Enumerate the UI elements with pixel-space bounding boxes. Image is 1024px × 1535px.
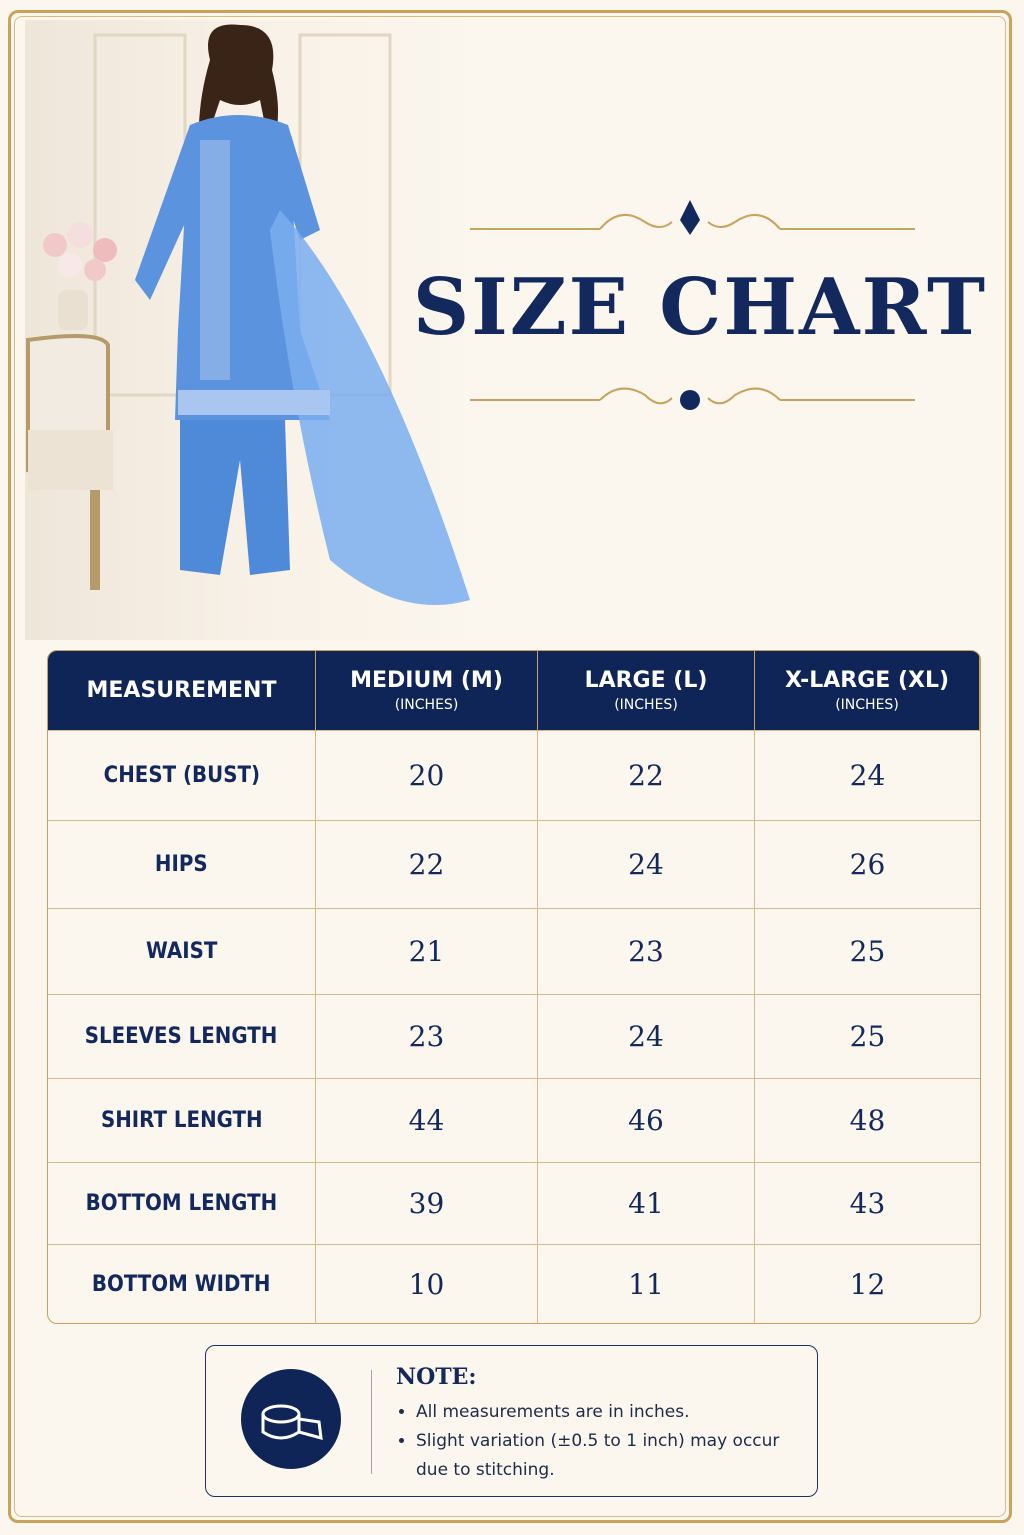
row-label-cell: SHIRT LENGTH xyxy=(48,1079,316,1163)
size-table: MEASUREMENT MEDIUM (M) (INCHES) LARGE (L) (I… xyxy=(47,650,981,1324)
value: 39 xyxy=(408,1187,445,1220)
header-cell: MEDIUM (M) (INCHES) xyxy=(316,651,538,731)
note-item: All measurements are in inches. xyxy=(416,1398,816,1427)
value: 23 xyxy=(408,1020,445,1053)
value-cell: 25 xyxy=(755,909,980,995)
column-label: MEDIUM (M) xyxy=(350,668,503,693)
value-cell: 41 xyxy=(538,1163,755,1245)
value-cell: 23 xyxy=(316,995,538,1079)
value: 43 xyxy=(849,1187,886,1220)
value: 24 xyxy=(628,848,664,881)
row-label: WAIST xyxy=(145,939,218,964)
column-unit: (INCHES) xyxy=(394,697,459,713)
value: 48 xyxy=(849,1104,886,1137)
value-cell: 10 xyxy=(316,1245,538,1323)
value: 21 xyxy=(408,935,445,968)
value: 24 xyxy=(849,759,886,792)
value: 25 xyxy=(849,1020,886,1053)
column-label: MEASUREMENT xyxy=(86,678,277,703)
column-label: LARGE (L) xyxy=(584,668,708,693)
value: 25 xyxy=(849,935,886,968)
frame xyxy=(8,10,1012,1523)
frame-inner xyxy=(14,16,1006,1517)
ornament-bottom xyxy=(470,387,915,410)
value-cell: 20 xyxy=(316,731,538,821)
row-label: BOTTOM WIDTH xyxy=(92,1271,271,1297)
value-cell: 39 xyxy=(316,1163,538,1245)
note-title: NOTE: xyxy=(396,1364,477,1390)
value: 46 xyxy=(628,1104,664,1137)
row-label-cell: BOTTOM WIDTH xyxy=(48,1245,316,1323)
title: SIZE CHART xyxy=(412,262,988,353)
value-cell: 44 xyxy=(316,1079,538,1163)
value: 12 xyxy=(849,1267,886,1301)
value: 10 xyxy=(408,1267,445,1301)
row-label: SHIRT LENGTH xyxy=(100,1108,263,1133)
ornament-top xyxy=(470,200,915,235)
value: 23 xyxy=(628,935,664,968)
row-label-cell: WAIST xyxy=(48,909,316,995)
column-label: X-LARGE (XL) xyxy=(784,668,950,693)
model xyxy=(135,24,470,605)
value-cell: 46 xyxy=(538,1079,755,1163)
column-unit: (INCHES) xyxy=(614,697,678,713)
hero-art xyxy=(25,20,915,640)
value-cell: 23 xyxy=(538,909,755,995)
row-label-cell: CHEST (BUST) xyxy=(48,731,316,821)
row-label: SLEEVES LENGTH xyxy=(85,1024,278,1049)
value: 41 xyxy=(628,1187,664,1220)
value-cell: 21 xyxy=(316,909,538,995)
value: 44 xyxy=(408,1104,445,1137)
row-label-cell: SLEEVES LENGTH xyxy=(48,995,316,1079)
note-list: All measurements are in inches.Slight va… xyxy=(394,1398,816,1485)
value: 20 xyxy=(408,759,445,792)
value: 22 xyxy=(628,759,664,792)
value-cell: 22 xyxy=(316,821,538,909)
value: 11 xyxy=(628,1267,664,1301)
flowers xyxy=(43,222,117,330)
value-cell: 11 xyxy=(538,1245,755,1323)
column-unit: (INCHES) xyxy=(835,697,899,713)
value-cell: 12 xyxy=(755,1245,980,1323)
header-cell: LARGE (L) (INCHES) xyxy=(538,651,755,731)
value: 22 xyxy=(408,848,445,881)
chair xyxy=(26,334,113,590)
value: 24 xyxy=(628,1020,664,1053)
value-cell: 24 xyxy=(755,731,980,821)
value-cell: 22 xyxy=(538,731,755,821)
row-label-cell: BOTTOM LENGTH xyxy=(48,1163,316,1245)
row-label: BOTTOM LENGTH xyxy=(85,1191,278,1216)
value-cell: 25 xyxy=(755,995,980,1079)
header-cell: MEASUREMENT xyxy=(48,651,316,731)
tape-icon xyxy=(241,1369,341,1469)
value-cell: 24 xyxy=(538,995,755,1079)
value-cell: 26 xyxy=(755,821,980,909)
row-label: CHEST (BUST) xyxy=(103,763,260,788)
value-cell: 48 xyxy=(755,1079,980,1163)
divider xyxy=(371,1370,372,1474)
row-label: HIPS xyxy=(155,852,208,877)
value-cell: 43 xyxy=(755,1163,980,1245)
header-cell: X-LARGE (XL) (INCHES) xyxy=(755,651,980,731)
note-box: NOTE: All measurements are in inches.Sli… xyxy=(205,1345,818,1497)
value-cell: 24 xyxy=(538,821,755,909)
value: 26 xyxy=(849,848,886,881)
note-item: Slight variation (±0.5 to 1 inch) may oc… xyxy=(416,1427,816,1485)
row-label-cell: HIPS xyxy=(48,821,316,909)
